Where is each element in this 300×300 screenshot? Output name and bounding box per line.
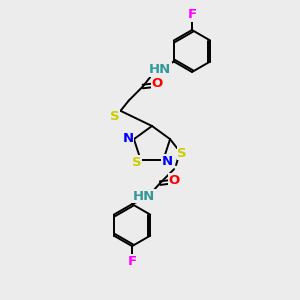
Text: O: O — [168, 174, 180, 187]
Text: F: F — [188, 8, 196, 22]
Text: F: F — [128, 255, 136, 268]
Text: N: N — [122, 132, 134, 145]
Text: S: S — [110, 110, 120, 123]
Text: S: S — [177, 147, 187, 160]
Text: O: O — [151, 77, 162, 90]
Text: HN: HN — [133, 190, 155, 202]
Text: N: N — [162, 155, 173, 168]
Text: HN: HN — [149, 63, 171, 76]
Text: S: S — [132, 156, 142, 169]
